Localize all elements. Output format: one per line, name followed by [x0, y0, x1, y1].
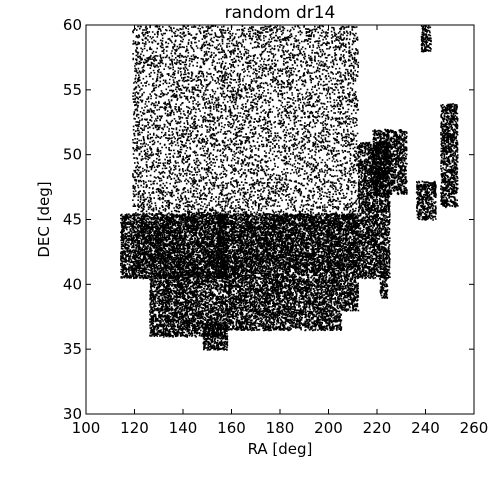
y-tick-label: 30: [63, 405, 82, 423]
footprint-points: [132, 25, 360, 273]
x-axis-label: RA [deg]: [248, 440, 313, 458]
x-tick-label: 260: [460, 419, 489, 437]
y-tick-label: 50: [63, 146, 82, 164]
chart-title: random dr14: [225, 3, 336, 23]
footprint-points: [120, 213, 229, 280]
x-tick-label: 180: [266, 419, 295, 437]
x-tick-label: 220: [363, 419, 392, 437]
footprint-points: [340, 278, 360, 312]
axis-ticks: 100 120 140 160 180 200 220 240 260 30 35 40 45 50 55 6…: [63, 16, 488, 437]
footprint-points: [226, 277, 343, 332]
x-tick-label: 100: [72, 419, 101, 437]
y-tick-label: 40: [63, 275, 82, 293]
footprint-points: [420, 25, 432, 53]
footprint-points: [217, 213, 360, 280]
data-points: [120, 25, 459, 351]
footprint-points: [379, 271, 389, 299]
x-tick-label: 240: [411, 419, 440, 437]
y-tick-label: 60: [63, 16, 82, 34]
x-tick-label: 200: [314, 419, 343, 437]
x-tick-label: 160: [217, 419, 246, 437]
footprint-points: [415, 180, 437, 221]
y-tick-label: 35: [63, 340, 82, 358]
y-tick-label: 45: [63, 211, 82, 229]
x-tick-label: 120: [120, 419, 149, 437]
footprint-points: [440, 103, 459, 209]
footprint-points: [202, 323, 229, 351]
footprint-points: [149, 271, 229, 338]
footprint-points: [372, 128, 408, 196]
y-tick-label: 55: [63, 81, 82, 99]
x-tick-label: 140: [169, 419, 198, 437]
y-axis-label: DEC [deg]: [35, 181, 53, 257]
